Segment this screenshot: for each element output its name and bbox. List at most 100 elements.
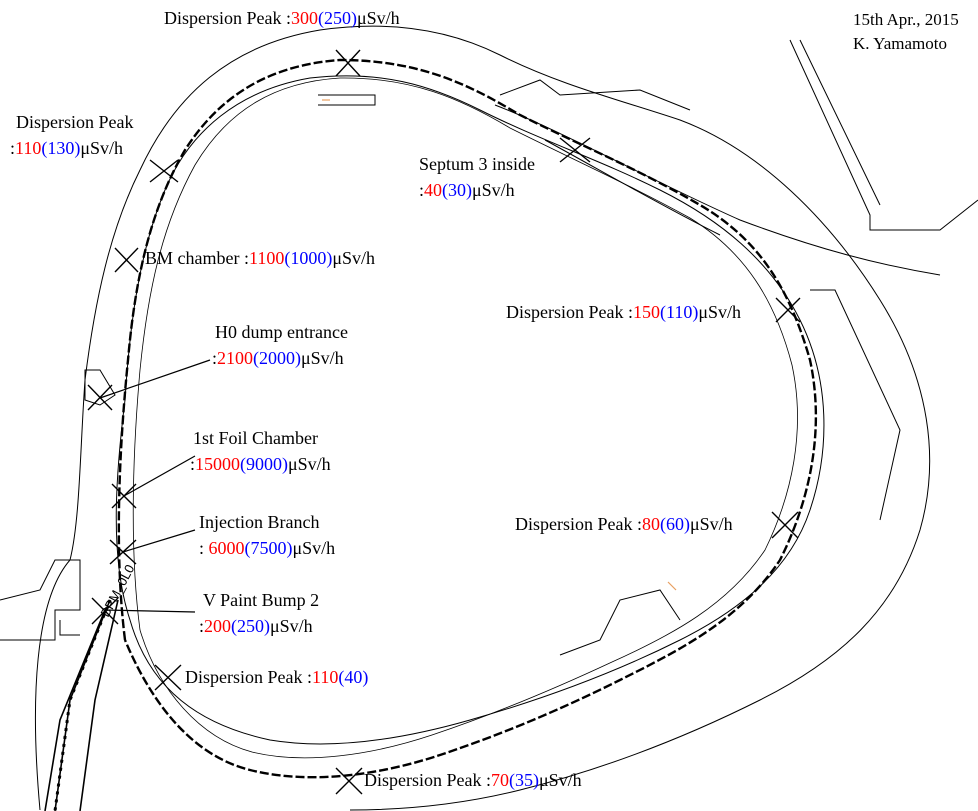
label-sep: : [419, 180, 425, 200]
marker-top [335, 49, 361, 77]
label-unit: μSv/h [472, 180, 515, 200]
value-red: 300 [291, 8, 318, 28]
inner-room [559, 589, 681, 656]
marker-septum [559, 137, 591, 163]
label-septum-title: Septum 3 inside [419, 154, 535, 174]
shield-wall-b [799, 39, 881, 206]
label-title: Dispersion Peak [506, 302, 624, 322]
label-bm: BM chamber :1100(1000)μSv/h [145, 248, 375, 269]
label-sep: : [632, 514, 642, 534]
label-disp-mid: Dispersion Peak :80(60)μSv/h [515, 514, 733, 535]
marker-mid [771, 511, 799, 539]
leader-h0 [99, 359, 211, 399]
leader-vpaint [104, 609, 196, 613]
label-disp-right: Dispersion Peak :150(110)μSv/h [506, 302, 741, 323]
marker-right [775, 297, 801, 323]
label-title: BM chamber [145, 248, 240, 268]
left-box [84, 369, 116, 406]
label-disp-bl: Dispersion Peak :110(40) [185, 667, 368, 688]
label-foil-title: 1st Foil Chamber [193, 428, 318, 448]
label-sep: : [281, 8, 291, 28]
label-sep: : [302, 667, 312, 687]
author-label: K. Yamamoto [853, 34, 947, 53]
value-red: 6000 [208, 538, 245, 558]
label-h0-value: :2100(2000)μSv/h [212, 348, 344, 369]
label-unit: μSv/h [539, 770, 582, 790]
value-blue: (110) [660, 302, 699, 322]
value-blue: (130) [41, 138, 81, 158]
value-blue: (9000) [240, 454, 289, 474]
center-room [318, 94, 376, 106]
label-title: Dispersion Peak [364, 770, 482, 790]
value-red: 110 [15, 138, 42, 158]
value-red: 70 [491, 770, 509, 790]
label-title: Dispersion Peak [164, 8, 282, 28]
beam-ring-inner [132, 77, 798, 759]
value-blue: (7500) [244, 538, 293, 558]
value-red: 110 [312, 667, 339, 687]
label-vpaint-value: :200(250)μSv/h [199, 616, 313, 637]
label-sep: : [481, 770, 491, 790]
label-disp-left-title: Dispersion Peak [16, 112, 134, 132]
label-sep: : [10, 138, 16, 158]
value-blue: (35) [509, 770, 539, 790]
label-foil-value: :15000(9000)μSv/h [190, 454, 331, 475]
label-disp-left-value: :110(130)μSv/h [10, 138, 123, 159]
label-unit: μSv/h [270, 616, 313, 636]
value-blue: (60) [660, 514, 690, 534]
label-unit: μSv/h [690, 514, 733, 534]
value-red: 200 [204, 616, 232, 636]
label-disp-bottom: Dispersion Peak :70(35)μSv/h [364, 770, 582, 791]
label-unit: μSv/h [357, 8, 400, 28]
injection-line-2 [79, 599, 119, 811]
label-sep: : [623, 302, 633, 322]
value-red: 15000 [195, 454, 241, 474]
beam-ring [117, 58, 818, 779]
label-unit: μSv/h [301, 348, 344, 368]
label-h0-title: H0 dump entrance [215, 322, 348, 342]
label-vpaint-title: V Paint Bump 2 [203, 590, 320, 610]
label-septum-value: :40(30)μSv/h [419, 180, 515, 201]
shield-wall-a [789, 39, 978, 231]
label-unit: μSv/h [288, 454, 331, 474]
accent-mark-2 [667, 581, 677, 591]
label-unit: μSv/h [332, 248, 376, 268]
injection-magnets [53, 599, 112, 811]
marker-left [149, 159, 179, 183]
label-title: Dispersion Peak [185, 667, 303, 687]
value-red: 80 [642, 514, 660, 534]
leader-injection [122, 529, 196, 553]
marker-bottom [335, 767, 363, 795]
label-unit: μSv/h [292, 538, 336, 558]
marker-bm [114, 247, 139, 273]
value-red: 150 [633, 302, 660, 322]
marker-vpaint [91, 597, 119, 625]
label-injection-title: Injection Branch [199, 512, 320, 532]
value-blue: (250) [231, 616, 271, 636]
value-blue: (2000) [253, 348, 302, 368]
shield-wall-c [810, 289, 901, 521]
label-unit: μSv/h [80, 138, 124, 158]
value-blue: (40) [338, 667, 369, 687]
tunnel-outer-wall [34, 25, 931, 811]
value-blue: (250) [318, 8, 357, 28]
value-blue: (1000) [284, 248, 333, 268]
value-blue: (30) [442, 180, 473, 200]
label-sep: : [190, 454, 196, 474]
date-label: 15th Apr., 2015 [853, 10, 959, 29]
label-injection-value: : 6000(7500)μSv/h [199, 538, 335, 559]
value-red: 40 [424, 180, 443, 200]
label-sep: : [199, 616, 205, 636]
label-disp-top: Dispersion Peak :300(250)μSv/h [164, 8, 400, 29]
shield-wall-d [499, 79, 691, 111]
label-sep: : [239, 248, 249, 268]
value-red: 1100 [249, 248, 285, 268]
label-sep: : [199, 538, 209, 558]
marker-bl [154, 664, 182, 691]
value-red: 2100 [217, 348, 254, 368]
label-unit: μSv/h [698, 302, 741, 322]
left-structure [0, 559, 81, 641]
left-access [59, 620, 80, 636]
leader-foil [123, 455, 196, 497]
